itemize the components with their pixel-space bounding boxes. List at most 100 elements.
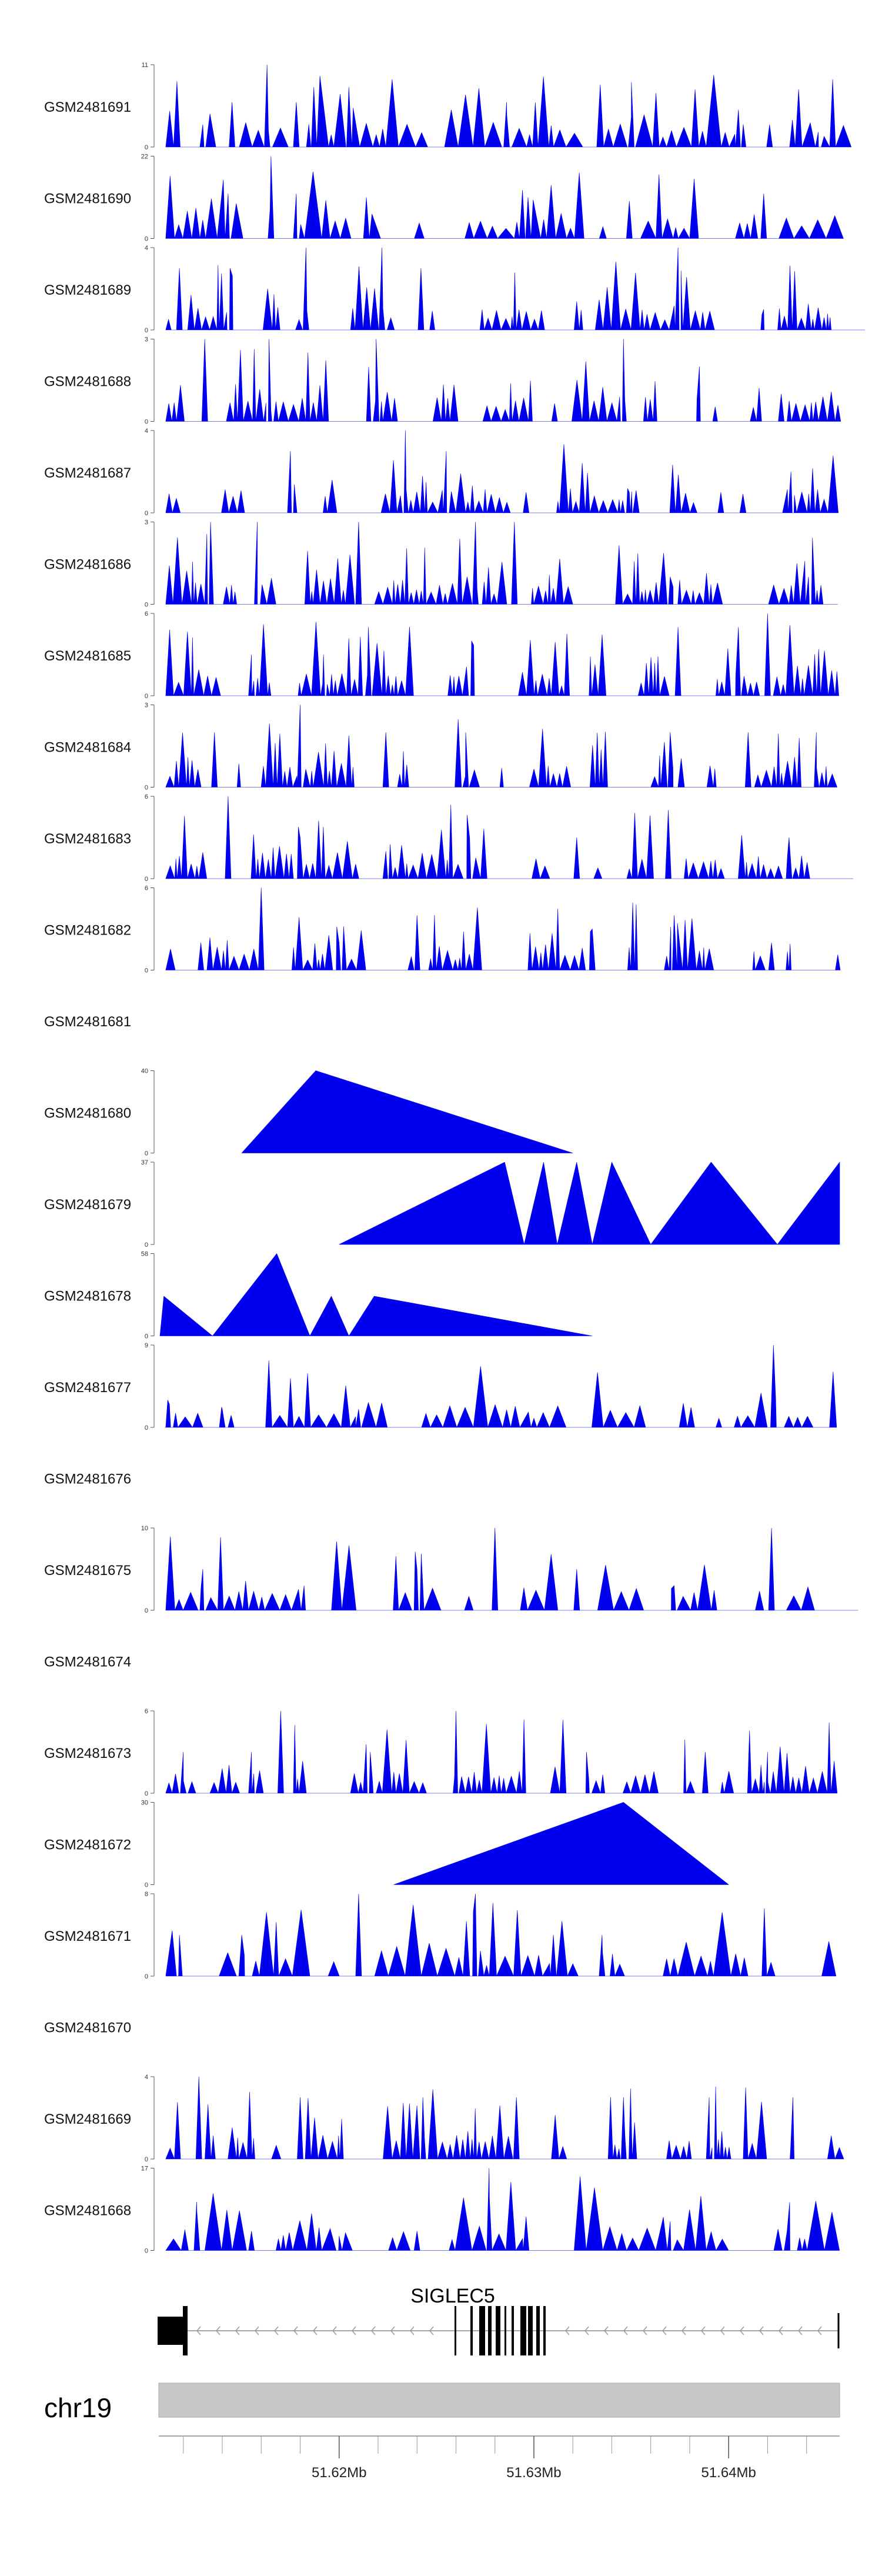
coverage-area [165, 796, 853, 880]
strand-arrow [216, 2326, 220, 2335]
strand-arrow [643, 2326, 647, 2335]
track-GSM2481669: GSM2481669 4 0 [44, 2074, 844, 2163]
y-axis-label-min: 0 [145, 967, 148, 975]
track-label: GSM2481688 [44, 374, 131, 390]
track-GSM2481689: GSM2481689 4 0 [44, 245, 866, 334]
strand-arrow [352, 2326, 356, 2335]
y-axis-label-min: 0 [145, 1790, 148, 1797]
strand-arrow [740, 2326, 744, 2335]
coverage-area [165, 1710, 838, 1794]
y-axis-label-min: 0 [145, 2156, 148, 2163]
track-label: GSM2481690 [44, 191, 131, 207]
y-axis-label-max: 17 [141, 2165, 148, 2173]
gene-exon [455, 2306, 456, 2355]
strand-arrow [565, 2326, 570, 2335]
y-axis-label-max: 6 [145, 885, 148, 892]
coverage-tracks: GSM2481691110GSM2481690220GSM248168940GS… [44, 62, 866, 2255]
strand-arrow [817, 2326, 822, 2335]
gene-model-track: SIGLEC5 [158, 2285, 840, 2355]
y-axis-label-max: 37 [141, 1159, 148, 1166]
gene-exon [470, 2306, 473, 2355]
genome-axis-track: chr19 51.62Mb 51.63Mb 51.64Mb [44, 2383, 840, 2481]
track-label: GSM2481673 [44, 1746, 131, 1761]
strand-arrow [701, 2326, 706, 2335]
track-GSM2481685: GSM2481685 6 0 [44, 610, 839, 700]
track-GSM2481682: GSM2481682 6 0 [44, 885, 841, 975]
track-GSM2481686: GSM2481686 3 0 [44, 519, 838, 609]
track-label: GSM2481684 [44, 740, 131, 756]
coverage-area [165, 887, 841, 971]
track-GSM2481683: GSM2481683 6 0 [44, 793, 853, 883]
track-label: GSM2481679 [44, 1197, 131, 1213]
y-axis-label-min: 0 [145, 2248, 148, 2255]
strand-arrow [604, 2326, 609, 2335]
coverage-area [165, 430, 839, 514]
track-GSM2481690: GSM2481690 22 0 [44, 154, 844, 243]
coverage-area [165, 1344, 837, 1429]
coverage-area [159, 1253, 593, 1337]
y-axis-label-max: 4 [145, 428, 148, 435]
y-axis-label-max: 3 [145, 702, 148, 709]
track-GSM2481684: GSM2481684 3 0 [44, 702, 838, 792]
strand-arrow [274, 2326, 279, 2335]
track-GSM2481675: GSM2481675 10 0 [44, 1525, 858, 1614]
coverage-area [165, 64, 852, 148]
track-label: GSM2481680 [44, 1106, 131, 1122]
gene-exon [520, 2306, 526, 2355]
strand-arrow [371, 2326, 376, 2335]
track-GSM2481671: GSM2481671 8 0 [44, 1891, 837, 1980]
y-axis-label-min: 0 [145, 1333, 148, 1340]
track-label: GSM2481674 [44, 1654, 131, 1670]
y-axis-label-min: 0 [145, 1607, 148, 1614]
strand-arrow [720, 2326, 725, 2335]
track-label: GSM2481675 [44, 1563, 131, 1579]
chromosome-ideogram [158, 2383, 840, 2418]
y-axis-label-max: 58 [141, 1251, 148, 1258]
track-GSM2481681: GSM2481681 [44, 1014, 131, 1030]
track-label: GSM2481670 [44, 2020, 131, 2036]
track-label: GSM2481672 [44, 1837, 131, 1853]
gene-exon [543, 2306, 546, 2355]
strand-arrow [681, 2326, 686, 2335]
track-label: GSM2481677 [44, 1380, 131, 1396]
strand-arrow [662, 2326, 667, 2335]
y-axis-label-min: 0 [145, 785, 148, 792]
track-GSM2481673: GSM2481673 6 0 [44, 1708, 838, 1797]
coverage-area [165, 1527, 858, 1611]
y-axis-label-max: 9 [145, 1342, 148, 1349]
strand-arrow [196, 2326, 201, 2335]
track-label: GSM2481668 [44, 2203, 131, 2219]
coverage-area [165, 522, 838, 605]
gene-exon [183, 2306, 188, 2355]
strand-arrow [779, 2326, 783, 2335]
strand-arrow [390, 2326, 395, 2335]
gene-exon [488, 2306, 492, 2355]
strand-arrow [255, 2326, 259, 2335]
coverage-area [165, 339, 841, 422]
strand-arrow [235, 2326, 240, 2335]
y-axis-label-min: 0 [145, 1424, 148, 1432]
track-label: GSM2481691 [44, 99, 131, 115]
y-axis-label-max: 6 [145, 1708, 148, 1715]
y-axis-label-max: 30 [141, 1800, 148, 1807]
strand-arrow [584, 2326, 589, 2335]
track-GSM2481687: GSM2481687 4 0 [44, 428, 839, 517]
y-axis-label-max: 8 [145, 1891, 148, 1898]
genome-axis-tick-label: 51.64Mb [701, 2465, 756, 2481]
coverage-area [165, 613, 839, 696]
track-GSM2481677: GSM2481677 9 0 [44, 1342, 837, 1432]
strand-arrow [293, 2326, 298, 2335]
track-GSM2481668: GSM2481668 17 0 [44, 2165, 840, 2255]
coverage-area [165, 2076, 844, 2160]
genome-axis-tick-label: 51.62Mb [312, 2465, 366, 2481]
track-label: GSM2481671 [44, 1928, 131, 1944]
y-axis-label-min: 0 [145, 1242, 148, 1249]
track-label: GSM2481683 [44, 831, 131, 847]
y-axis-label-max: 3 [145, 336, 148, 343]
track-GSM2481679: GSM2481679 37 0 [44, 1159, 840, 1249]
y-axis-label-min: 0 [145, 1882, 148, 1889]
coverage-area [165, 247, 866, 331]
track-label: GSM2481678 [44, 1289, 131, 1304]
y-axis-label-min: 0 [145, 876, 148, 883]
gene-label: SIGLEC5 [410, 2285, 495, 2307]
